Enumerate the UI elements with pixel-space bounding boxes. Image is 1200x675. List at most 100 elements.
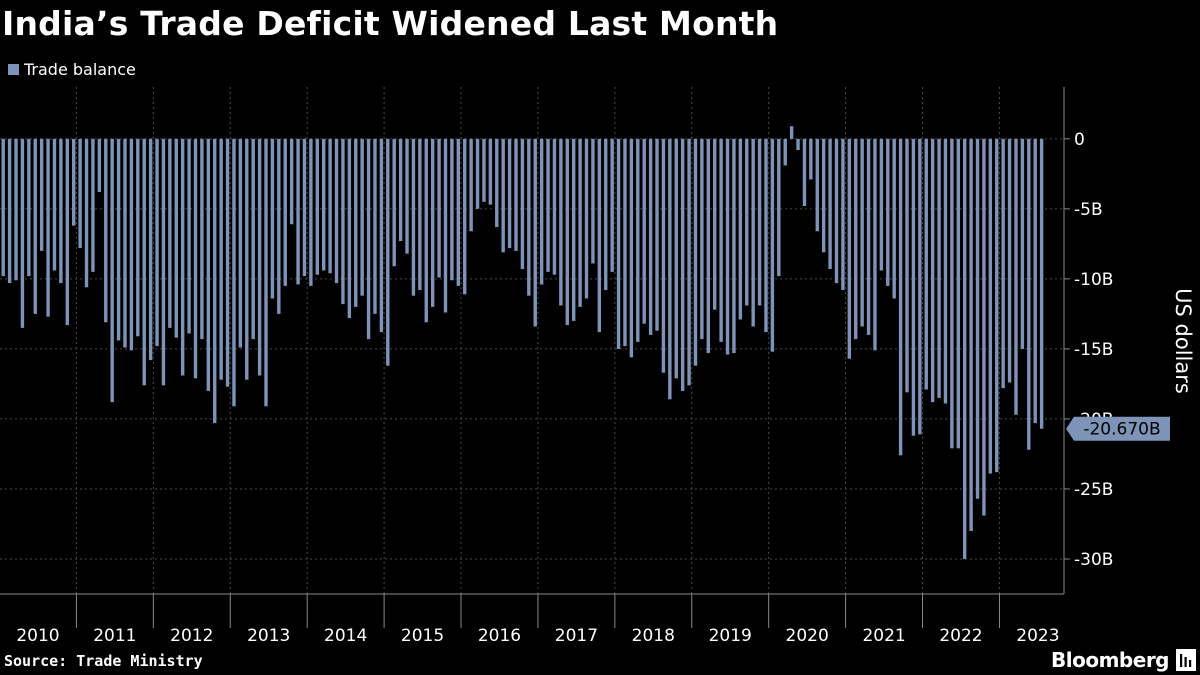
bar xyxy=(706,138,710,354)
bar xyxy=(20,138,25,328)
bar xyxy=(584,138,589,299)
bar xyxy=(873,138,877,351)
bar xyxy=(995,138,999,473)
last-value-callout xyxy=(1066,416,1170,441)
bar xyxy=(578,138,582,307)
bar xyxy=(770,138,775,352)
terminal-logo-icon xyxy=(1176,649,1196,671)
bar xyxy=(674,138,678,379)
y-tick-label: -10B xyxy=(1074,270,1113,290)
bar xyxy=(764,138,768,333)
bar xyxy=(642,138,646,324)
x-tick-label: 2020 xyxy=(786,626,829,646)
bar xyxy=(33,138,37,314)
bar xyxy=(91,138,95,272)
bar xyxy=(450,138,454,281)
bar xyxy=(866,138,871,335)
bar xyxy=(495,138,499,228)
bar xyxy=(52,138,57,271)
bar xyxy=(277,138,281,314)
bar xyxy=(924,138,928,390)
bar xyxy=(405,138,409,254)
chart-title: India’s Trade Deficit Widened Last Month xyxy=(2,4,779,43)
bar xyxy=(123,138,127,348)
bar xyxy=(315,138,319,275)
bar xyxy=(1007,138,1012,383)
bar xyxy=(751,138,755,327)
bar xyxy=(757,138,762,306)
bar xyxy=(860,138,864,327)
bar xyxy=(918,138,922,435)
legend-swatch xyxy=(8,64,19,75)
bar xyxy=(783,138,787,166)
bar xyxy=(565,138,569,326)
bar xyxy=(879,138,884,271)
bar xyxy=(969,138,973,531)
bar xyxy=(796,138,800,151)
bar xyxy=(110,138,114,403)
bar xyxy=(546,138,550,272)
bar xyxy=(14,138,18,281)
bar xyxy=(302,138,307,277)
bar xyxy=(802,138,807,207)
bar xyxy=(789,126,794,139)
bar xyxy=(571,138,576,321)
bar xyxy=(1020,138,1025,349)
bar xyxy=(591,138,595,264)
bar xyxy=(193,138,198,379)
bar xyxy=(975,138,980,499)
bar xyxy=(616,138,621,349)
bar xyxy=(161,138,166,386)
bar xyxy=(187,138,191,334)
bar xyxy=(225,138,230,387)
bar xyxy=(174,138,178,338)
bar xyxy=(501,138,505,253)
bar xyxy=(905,138,909,393)
bar xyxy=(1014,138,1018,415)
bar xyxy=(847,138,852,359)
bar xyxy=(309,138,313,286)
bar xyxy=(937,138,941,398)
bar xyxy=(264,138,268,407)
bar xyxy=(687,138,691,386)
bar xyxy=(238,138,243,348)
bar xyxy=(469,138,473,232)
bar xyxy=(328,138,332,274)
bar xyxy=(680,138,685,391)
bar xyxy=(745,138,749,306)
bar xyxy=(982,138,986,516)
bar xyxy=(636,138,640,342)
bar xyxy=(347,138,352,319)
bar xyxy=(437,138,441,278)
bar xyxy=(232,138,236,407)
bar xyxy=(456,138,461,286)
bar xyxy=(1027,138,1031,450)
bar xyxy=(78,138,82,249)
bar xyxy=(539,138,544,285)
bar xyxy=(488,138,493,205)
bar xyxy=(725,138,730,355)
x-tick-label: 2014 xyxy=(324,626,367,646)
x-tick-label: 2016 xyxy=(478,626,521,646)
bar xyxy=(39,138,44,251)
bar xyxy=(7,138,12,284)
bar xyxy=(963,138,967,559)
bar xyxy=(777,138,781,277)
bar xyxy=(943,138,948,404)
bar xyxy=(892,138,896,299)
bar xyxy=(661,138,666,373)
x-tick-label: 2022 xyxy=(939,626,982,646)
bar xyxy=(821,138,826,253)
bar xyxy=(366,138,371,340)
bar xyxy=(213,138,217,424)
x-tick-label: 2019 xyxy=(709,626,752,646)
bar xyxy=(533,138,537,327)
bar xyxy=(289,138,294,225)
bar xyxy=(398,138,403,242)
bar xyxy=(898,138,903,456)
bar xyxy=(104,138,108,323)
bar xyxy=(334,138,339,284)
y-tick-label: 0 xyxy=(1074,130,1085,150)
bar xyxy=(655,138,659,331)
x-tick-label: 2018 xyxy=(632,626,675,646)
